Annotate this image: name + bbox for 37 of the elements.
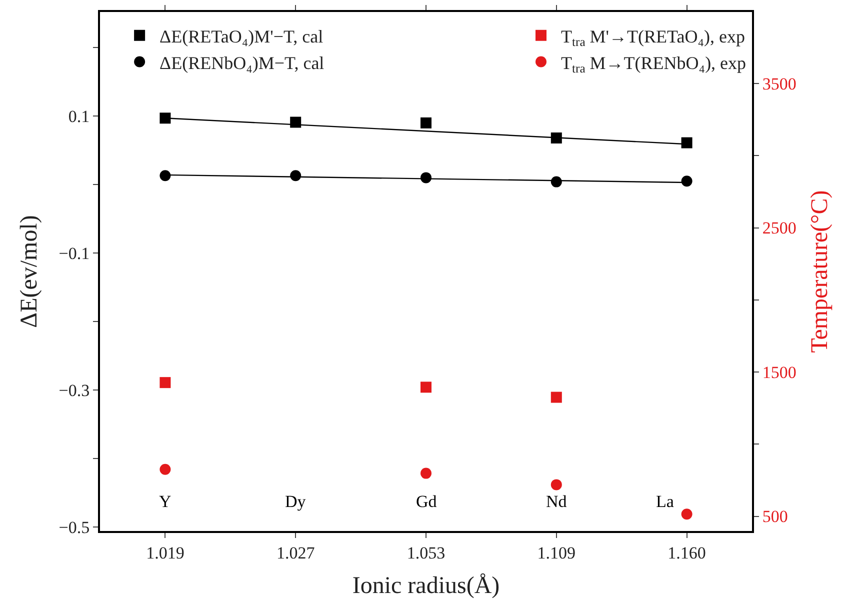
y2-tick-label: 500 [762, 507, 788, 526]
point [681, 137, 692, 148]
point [420, 382, 432, 393]
x-axis-title: Ionic radius(Å) [352, 573, 500, 600]
x-tick-label: 1.053 [406, 543, 446, 562]
y2-tick-label: 2500 [762, 218, 796, 238]
x-tick-label: 1.109 [537, 543, 576, 562]
annotation: Nd [546, 492, 568, 511]
point [550, 392, 562, 403]
y-axis-title: ΔE(ev/mol) [16, 215, 42, 328]
y-tick-label: 0.1 [68, 107, 90, 126]
point [420, 117, 432, 128]
point [550, 479, 562, 490]
point [160, 170, 171, 182]
legend-label: T$_{tra}$ M→T(RENbO₄), exp [561, 52, 746, 76]
point [160, 112, 171, 124]
point [681, 508, 692, 520]
y2-tick-label: 1500 [762, 362, 796, 382]
x-tick-label: 1.160 [668, 543, 706, 562]
x-tick-label: 1.019 [146, 543, 184, 562]
annotation: La [656, 492, 674, 511]
legend-label: ΔE(RENbO₄)M−T, cal [160, 52, 324, 73]
y-tick-label: −0.5 [58, 518, 90, 537]
y-tick-label: −0.3 [58, 380, 90, 400]
annotation: Y [159, 492, 172, 511]
y2-tick-label: 3500 [762, 74, 796, 94]
legend-label: T$_{tra}$ M'→T(RETaO₄), exp [561, 26, 746, 50]
point [420, 468, 432, 479]
point [681, 176, 692, 187]
annotation: Gd [416, 492, 438, 511]
point [160, 464, 171, 475]
point [160, 377, 171, 388]
annotation: Dy [285, 492, 306, 511]
legend-label: ΔE(RETaO₄)M'−T, cal [160, 26, 324, 46]
y2-axis-title: Temperature(°C) [807, 190, 834, 353]
x-tick-label: 1.027 [276, 543, 316, 562]
y-tick-label: −0.1 [58, 244, 90, 263]
